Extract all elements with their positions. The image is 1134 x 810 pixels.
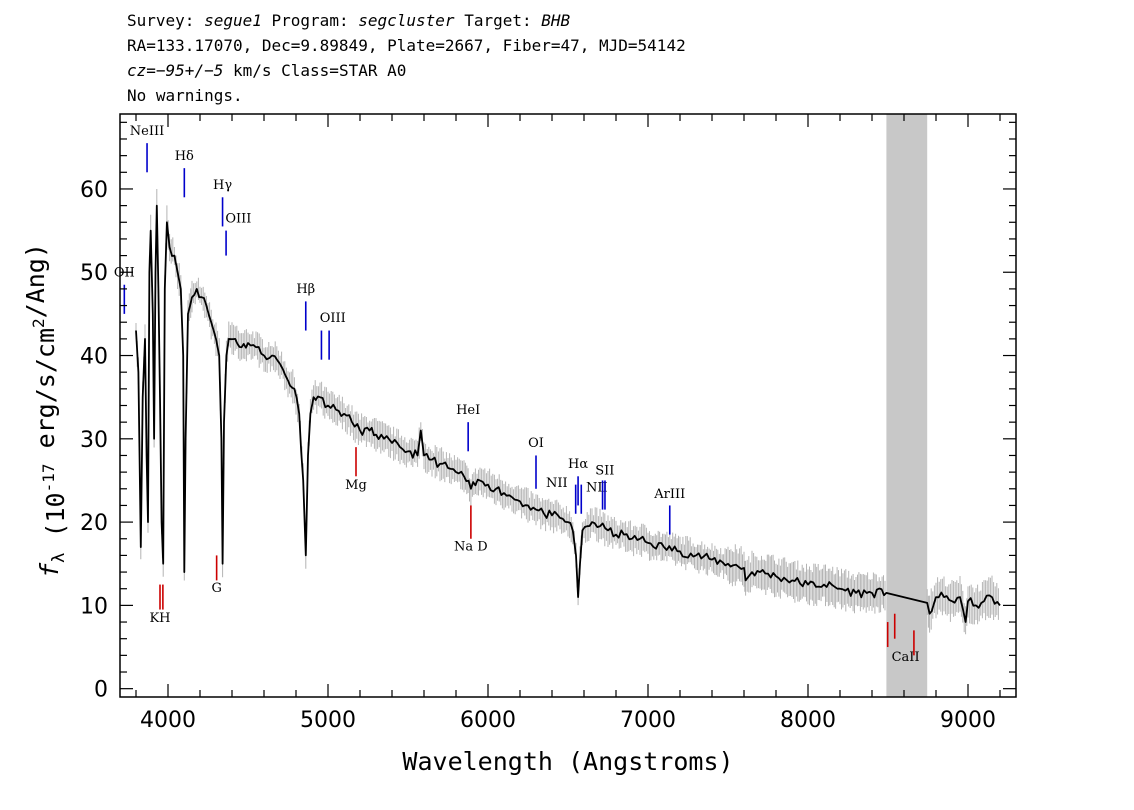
line-label: OIII — [225, 211, 251, 226]
header-line-4: No warnings. — [127, 86, 243, 105]
x-tick-label: 7000 — [620, 708, 676, 733]
line-marker-17: Na D — [454, 505, 488, 554]
line-marker-9: OI — [528, 436, 544, 489]
line-label: OI — [528, 436, 544, 451]
line-marker-11: Hα — [568, 457, 588, 506]
flux-error-band — [135, 189, 999, 635]
program-value: segcluster — [358, 11, 455, 30]
cz-label: cz= — [127, 61, 156, 80]
y-tick-label: 10 — [80, 594, 108, 619]
line-label: Na D — [454, 539, 488, 554]
x-tick-label: 4000 — [140, 708, 196, 733]
y-tick-label: 30 — [80, 428, 108, 453]
line-marker-4: OII — [114, 265, 135, 314]
plot-frame — [119, 113, 1017, 698]
line-label: Hγ — [213, 178, 232, 193]
line-marker-15: ArIII — [653, 487, 685, 535]
line-label: Hα — [568, 457, 588, 472]
line-label: KH — [149, 611, 170, 626]
y-tick-label: 0 — [94, 678, 108, 703]
line-label: CaII — [892, 650, 920, 665]
line-marker-18: G — [211, 555, 222, 596]
y-tick-label: 50 — [80, 261, 108, 286]
class-text: km/s Class=STAR A0 — [223, 61, 407, 80]
target-label: Target: — [464, 11, 532, 30]
line-label: OIII — [320, 311, 346, 326]
line-label: SII — [595, 464, 614, 479]
x-tick-label: 8000 — [780, 708, 836, 733]
line-label: NII — [546, 476, 568, 491]
line-label: NII — [586, 480, 608, 495]
survey-value: segue1 — [204, 11, 262, 30]
line-marker-6: OIII — [320, 311, 346, 360]
y-tick-label: 20 — [80, 511, 108, 536]
line-label: Mg — [345, 478, 367, 493]
line-marker-8: HeI — [456, 403, 480, 452]
line-label: G — [211, 581, 221, 596]
line-label: Hδ — [175, 149, 194, 164]
cz-value: −95+/−5 — [155, 61, 224, 80]
y-tick-label: 40 — [80, 345, 108, 370]
header-line-2: RA=133.17070, Dec=9.89849, Plate=2667, F… — [127, 36, 686, 55]
line-label: ArIII — [653, 487, 685, 502]
x-tick-label: 9000 — [940, 708, 996, 733]
line-marker-2: Hγ — [213, 178, 232, 227]
line-marker-13: NII — [586, 480, 608, 510]
line-marker-21: CaII — [886, 622, 920, 665]
survey-label: Survey: — [127, 11, 195, 30]
flux-line — [135, 204, 1001, 623]
y-axis-label: fλ (10-17 erg/s/cm2/Ang) — [21, 243, 70, 578]
line-marker-5: Hβ — [296, 282, 315, 331]
header-line-3: cz=−95+/−5 km/s Class=STAR A0 — [127, 60, 406, 82]
line-label: HeI — [456, 403, 480, 418]
line-marker-10: NII — [546, 476, 577, 514]
line-label: NeIII — [130, 124, 164, 139]
x-tick-label: 6000 — [460, 708, 516, 733]
program-label: Program: — [271, 11, 349, 30]
x-tick-label: 5000 — [300, 708, 356, 733]
masked-region — [886, 114, 928, 697]
header-line-1: Survey: segue1 Program: segcluster Targe… — [127, 10, 570, 32]
line-marker-14: SII — [595, 464, 614, 510]
line-marker-3: OIII — [225, 211, 251, 256]
line-label: Hβ — [296, 282, 315, 297]
x-axis-label: Wavelength (Angstroms) — [402, 747, 733, 776]
line-marker-1: Hδ — [175, 149, 194, 198]
line-marker-16: Mg — [345, 447, 367, 493]
target-value: BHB — [541, 11, 571, 30]
line-marker-19: KH — [149, 584, 171, 626]
line-label: OII — [114, 265, 135, 280]
y-tick-label: 60 — [80, 178, 108, 203]
line-marker-0: NeIII — [130, 124, 164, 173]
y-axis-label-text: fλ (10-17 erg/s/cm2/Ang) — [21, 243, 70, 578]
